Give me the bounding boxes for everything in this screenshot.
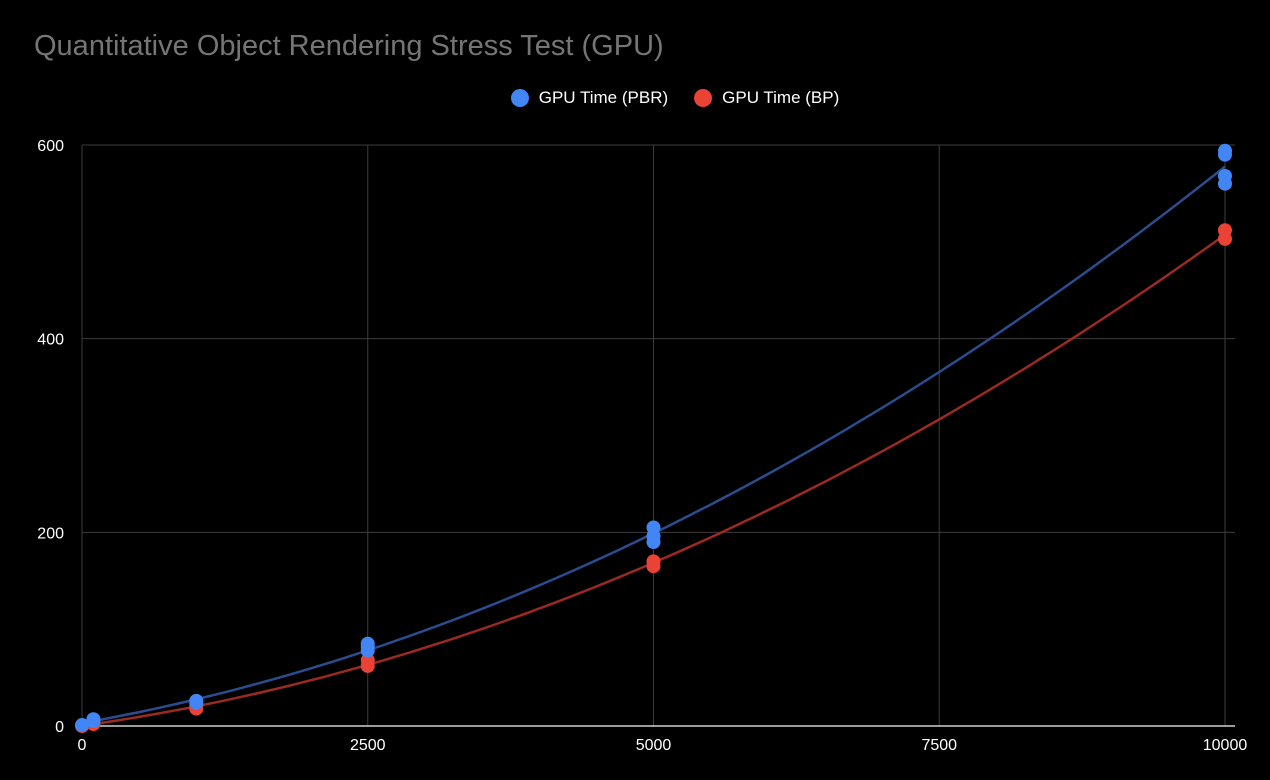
legend-item-pbr[interactable]: GPU Time (PBR) (431, 88, 668, 108)
x-tick-label: 0 (78, 737, 87, 754)
y-tick-label: 600 (37, 138, 64, 155)
x-tick-label: 7500 (921, 737, 957, 754)
data-point-pbr[interactable] (75, 718, 89, 733)
chart-legend: GPU Time (PBR) GPU Time (BP) (0, 88, 1270, 108)
data-point-pbr[interactable] (1218, 168, 1232, 183)
axis-layer: 0 200 400 600 0 2500 5000 7500 10000 (37, 138, 1247, 754)
data-point-bp[interactable] (360, 653, 375, 668)
data-point-pbr[interactable] (86, 712, 101, 727)
y-tick-label: 200 (37, 525, 64, 542)
data-point-pbr[interactable] (189, 693, 204, 708)
legend-label-pbr: GPU Time (PBR) (538, 88, 669, 107)
legend-label-bp: GPU Time (BP) (722, 88, 840, 107)
data-point-pbr[interactable] (646, 520, 661, 535)
chart-title: Quantitative Object Rendering Stress Tes… (34, 30, 664, 62)
legend-item-bp[interactable]: GPU Time (BP) (694, 88, 839, 108)
data-point-bp[interactable] (646, 554, 661, 569)
data-point-bp[interactable] (1218, 223, 1232, 238)
data-point-pbr[interactable] (1218, 143, 1232, 158)
x-tick-label: 10000 (1203, 737, 1248, 754)
y-tick-label: 400 (37, 332, 64, 349)
y-tick-label: 0 (55, 719, 64, 736)
x-tick-label: 5000 (636, 737, 672, 754)
grid-layer (81, 144, 1235, 726)
legend-marker-pbr (510, 89, 529, 107)
legend-marker-bp (694, 89, 713, 107)
data-point-pbr[interactable] (360, 636, 375, 651)
point-layer (75, 143, 1232, 733)
x-tick-label: 2500 (350, 737, 386, 754)
